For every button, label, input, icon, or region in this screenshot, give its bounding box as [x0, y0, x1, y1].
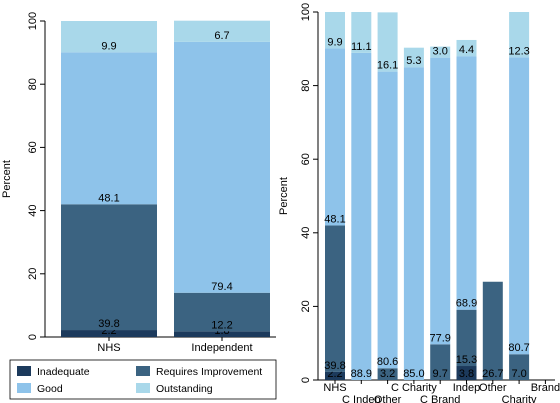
data-label: 88.9 [351, 368, 372, 380]
bar-segment-requires-improvement [61, 204, 157, 331]
data-label: 48.1 [98, 192, 119, 204]
bar-segment-requires-improvement [430, 344, 451, 380]
y-axis-title: Percent [278, 177, 290, 215]
data-label: 3.8 [459, 368, 474, 380]
bar-segment-requires-improvement [325, 225, 345, 372]
bar-segment-requires-improvement [456, 309, 477, 367]
x-tick-label: Charity [502, 394, 537, 403]
bar-segment-outstanding [509, 12, 530, 58]
y-tick-label: 60 [300, 153, 312, 165]
bar-segment-outstanding [325, 12, 345, 49]
data-label: 6.7 [214, 30, 229, 42]
data-label: 39.8 [324, 360, 345, 372]
y-tick-label: 0 [27, 334, 39, 340]
data-label: 12.3 [508, 45, 529, 57]
bar-segment-inadequate [174, 331, 270, 337]
data-label: 39.8 [98, 318, 119, 330]
data-label: 68.9 [456, 298, 477, 310]
y-tick-label: 40 [300, 227, 312, 239]
bar-segment-outstanding [61, 21, 157, 53]
data-label: 3.0 [433, 46, 448, 58]
bar-segment-outstanding [351, 12, 372, 53]
x-tick-label: C Brand [420, 394, 460, 403]
data-label: 85.0 [403, 368, 424, 380]
bar-segment-inadequate [456, 366, 477, 380]
y-tick-label: 20 [300, 300, 312, 312]
bar-segment-inadequate [325, 371, 345, 380]
y-tick-label: 100 [27, 12, 39, 30]
x-tick-label: NHS [323, 382, 346, 394]
legend-swatch-inadequate [17, 366, 31, 376]
bar-segment-outstanding [174, 20, 270, 42]
bar-segment-good [377, 71, 398, 369]
y-tick-label: 0 [300, 377, 312, 383]
data-label: 16.1 [377, 60, 398, 72]
x-tick-label: C Indep [342, 394, 381, 403]
bar-segment-good [509, 57, 530, 355]
legend-swatch-requires-improvement [136, 366, 150, 376]
y-tick-label: 60 [27, 141, 39, 153]
bar-segment-good [351, 52, 372, 381]
y-tick-label: 20 [27, 268, 39, 280]
bar-segment-good [403, 67, 424, 380]
bar-segment-good [456, 56, 477, 310]
bar-segment-outstanding [456, 39, 477, 57]
data-label: 11.1 [351, 41, 372, 53]
legend-label: Requires Improvement [156, 366, 262, 378]
data-label: 5.3 [406, 55, 421, 67]
bar-segment-requires-improvement [509, 354, 530, 380]
data-label: 80.7 [508, 342, 529, 354]
x-tick-label: NHS [97, 342, 120, 354]
data-label: 3.2 [380, 368, 395, 380]
data-label: 9.9 [101, 40, 116, 52]
data-label: 80.6 [377, 356, 398, 368]
x-tick-label: Other [479, 382, 507, 394]
bar-segment-good [430, 57, 451, 345]
y-tick-label: 100 [300, 3, 312, 21]
data-label: 79.4 [211, 281, 232, 293]
bar-segment-good [325, 48, 345, 226]
legend-swatch-good [17, 383, 31, 393]
chart-legend: Inadequate Requires Improvement Good Outsta… [9, 359, 277, 400]
data-label: 7.0 [511, 368, 526, 380]
data-label: 9.9 [327, 36, 342, 48]
bar-segment-requires-improvement [174, 292, 270, 332]
x-tick-label: Indep [453, 382, 481, 394]
data-label: 77.9 [429, 332, 450, 344]
x-tick-label: Independent [191, 342, 252, 354]
right-chart-panel: 020406080100Percent2.239.848.19.9NHS88.9… [278, 3, 560, 403]
y-tick-label: 80 [27, 78, 39, 90]
legend-swatch-outstanding [136, 383, 150, 393]
bar-segment-good [61, 52, 157, 205]
bar-segment-good [174, 41, 270, 293]
bar-segment-outstanding [377, 12, 398, 72]
y-tick-label: 80 [300, 79, 312, 91]
data-label: 12.2 [211, 319, 232, 331]
legend-label: Inadequate [37, 366, 90, 378]
bar-segment-outstanding [430, 46, 451, 58]
legend-label: Good [37, 383, 63, 395]
left-chart-panel: 020406080100Percent2.239.848.19.9NHS1.81… [1, 12, 276, 354]
bar-segment-inadequate [61, 330, 157, 337]
data-label: 9.7 [433, 368, 448, 380]
bar-segment-outstanding [403, 47, 424, 68]
data-label: 15.3 [456, 354, 477, 366]
legend-label: Outstanding [156, 383, 213, 395]
bar-segment-requires-improvement [377, 368, 398, 380]
y-tick-label: 40 [27, 204, 39, 216]
data-label: 26.7 [482, 368, 503, 380]
x-tick-label: Brand [531, 382, 560, 394]
bar-segment-requires-improvement [482, 281, 503, 380]
y-axis-title: Percent [1, 160, 13, 198]
x-tick-label: C Charity [391, 382, 437, 394]
x-tick-label: Other [374, 394, 402, 403]
data-label: 48.1 [324, 213, 345, 225]
data-label: 4.4 [459, 44, 474, 56]
